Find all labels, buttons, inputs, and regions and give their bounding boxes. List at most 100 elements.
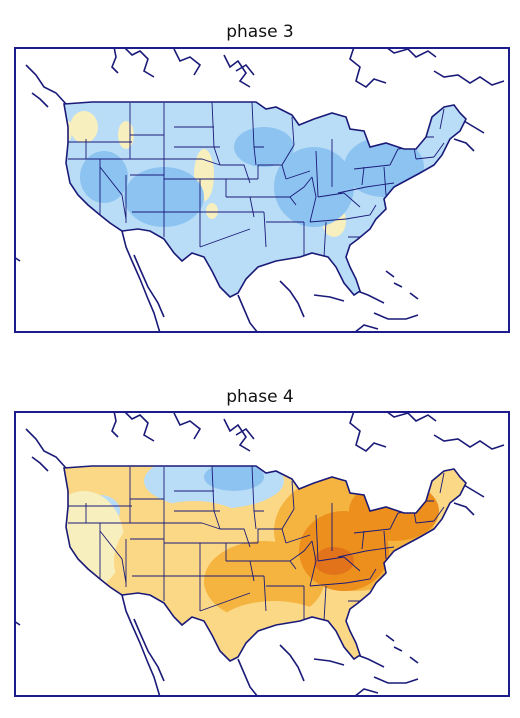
anomaly-region [80,151,128,203]
state-line [415,156,435,160]
coastline-segment [349,47,387,89]
state-line [211,102,215,148]
state-line [389,512,399,530]
coastline-outline [14,47,505,333]
state-borders [66,466,445,623]
state-line [263,211,267,248]
state-line [433,142,445,158]
coastline-segment [409,656,419,664]
coastline-segment [385,270,395,278]
anomaly-region [64,491,124,591]
state-line [289,176,313,198]
state-line [199,592,251,612]
state-line [291,480,295,510]
map-frame [14,47,510,333]
coastline-segment [237,294,259,333]
coastline-segment [373,312,419,320]
coastline-segment [25,428,67,469]
coastline-segment [279,644,305,682]
state-line [309,176,317,223]
panel-title-phase-3: phase 3 [226,22,294,42]
coastline-segment [385,411,437,422]
coastline-segment [279,280,305,318]
state-line [257,164,287,180]
anomaly-fill [64,466,466,661]
coastline-segment [409,292,419,300]
state-line [201,158,221,166]
state-line [317,556,345,562]
coastline-segment [121,230,161,333]
coastline-segment [133,254,165,318]
state-line [309,582,347,587]
coastline-segment [463,484,485,498]
state-line [411,134,425,140]
coastline-segment [133,618,165,682]
state-line [253,510,257,530]
map-phase-4 [14,411,510,697]
state-line [213,510,221,530]
state-line [317,192,345,198]
state-line [257,528,287,544]
coastline-segment [31,92,49,108]
state-line [323,585,327,622]
coastline-segment [121,594,161,697]
state-line [211,466,215,512]
panel-title-phase-4: phase 4 [226,387,294,407]
state-line [383,166,387,196]
state-line [309,540,317,587]
coastline-segment [111,411,119,438]
coastline-segment [385,634,395,642]
us-border [63,101,467,298]
coastline-segment [385,47,437,58]
state-line [415,520,435,524]
state-line [365,546,395,552]
coastline-segment [453,502,475,516]
anomaly-fill [64,102,466,297]
coastline-segment [31,456,49,472]
state-line [291,116,295,146]
map-phase-3 [14,47,510,333]
anomaly-region [70,111,98,143]
state-line [263,575,267,612]
state-borders [66,102,445,259]
state-line [361,166,365,186]
state-line [249,560,255,582]
coastline-segment [453,138,475,152]
state-line [323,221,327,258]
state-line [281,508,295,530]
coastline-segment [237,658,259,697]
anomaly-region [204,466,264,491]
coastline-segment [353,688,379,697]
state-line [343,556,361,572]
state-line [220,528,251,548]
coastline-segment [235,427,255,440]
map-frame [14,411,510,697]
coastline-segment [235,63,255,76]
state-line [345,204,377,220]
state-line [411,498,425,504]
state-line [439,108,445,130]
state-line [353,528,391,534]
coastline-segment [393,646,403,652]
coastline-segment [173,412,202,440]
state-line [285,170,311,180]
state-line [285,534,311,544]
state-line [345,568,377,584]
state-line [249,196,255,218]
coastline-segment [433,434,505,450]
state-line [315,150,319,198]
coastline-segment [373,676,419,684]
anomaly-region [314,547,354,575]
state-line [99,166,127,220]
coastline-segment [313,658,345,666]
coastline-segment [173,48,202,76]
coastline-segment [313,294,345,302]
state-line [281,144,295,166]
state-line [433,506,445,522]
anomaly-region [214,601,334,661]
state-line [361,530,365,550]
state-line [99,530,127,584]
coastline-segment [123,47,155,78]
anomaly-region [324,601,364,661]
state-line [199,228,251,248]
